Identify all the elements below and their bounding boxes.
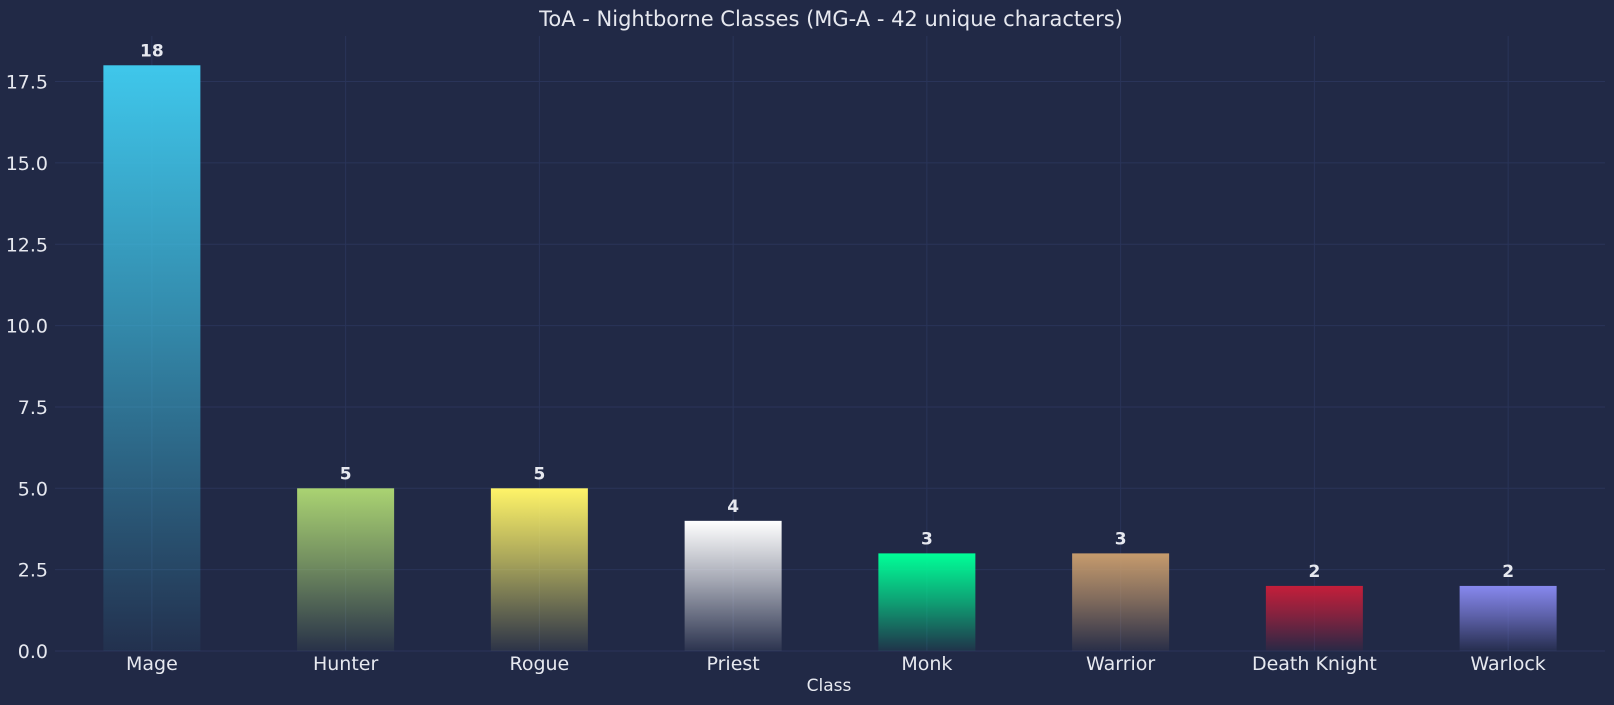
bar-priest — [684, 520, 782, 651]
bar-hunter — [297, 488, 395, 651]
y-tick-label: 17.5 — [6, 72, 48, 94]
y-tick-label: 2.5 — [18, 560, 48, 582]
x-axis-ticks: Mage Hunter Rogue Priest Monk Warrior Death Kn… — [126, 653, 1546, 675]
x-tick-label: Priest — [706, 653, 759, 675]
x-tick-label: Hunter — [313, 653, 379, 675]
grid — [55, 36, 1605, 652]
bar-value-label: 18 — [140, 41, 164, 61]
value-labels: 18 5 5 4 3 3 2 2 — [140, 41, 1514, 582]
y-tick-label: 5.0 — [18, 478, 48, 500]
x-tick-label: Warrior — [1086, 653, 1155, 675]
y-tick-label: 0.0 — [18, 641, 48, 663]
chart-title: ToA - Nightborne Classes (MG-A - 42 uniq… — [538, 7, 1123, 31]
bar-value-label: 4 — [727, 497, 739, 517]
bar-warlock — [1459, 585, 1557, 651]
bar-value-label: 5 — [340, 464, 352, 484]
bar-rogue — [490, 488, 588, 651]
bar-value-label: 2 — [1308, 562, 1320, 582]
y-tick-label: 15.0 — [6, 153, 48, 175]
bar-value-label: 2 — [1502, 562, 1514, 582]
x-axis-label: Class — [807, 676, 852, 696]
bar-value-label: 3 — [921, 529, 933, 549]
y-axis-ticks: 0.0 2.5 5.0 7.5 10.0 12.5 15.0 17.5 — [6, 72, 48, 663]
bar-value-label: 3 — [1115, 529, 1127, 549]
y-tick-label: 12.5 — [6, 234, 48, 256]
x-tick-label: Monk — [901, 653, 952, 675]
bar-monk — [878, 553, 976, 651]
y-tick-label: 7.5 — [18, 397, 48, 419]
bar-warrior — [1072, 553, 1170, 651]
bars — [103, 65, 1557, 652]
bar-value-label: 5 — [533, 464, 545, 484]
y-tick-label: 10.0 — [6, 316, 48, 338]
bar-death-knight — [1265, 585, 1363, 651]
bar-mage — [103, 65, 201, 652]
x-tick-label: Warlock — [1470, 653, 1545, 675]
x-tick-label: Mage — [126, 653, 178, 675]
x-tick-label: Rogue — [509, 653, 569, 675]
x-tick-label: Death Knight — [1252, 653, 1377, 675]
